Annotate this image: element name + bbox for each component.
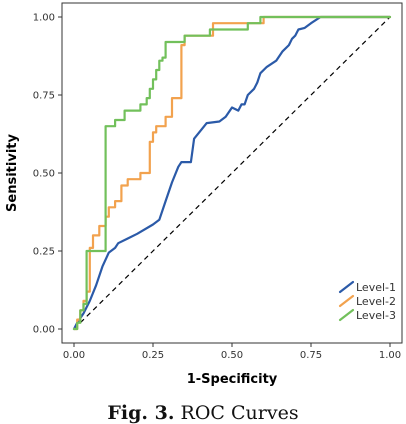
figure-caption: Fig. 3. ROC Curves [0, 402, 406, 424]
legend-key-level-1 [338, 280, 355, 294]
y-tick-label: 0.25 [33, 247, 55, 258]
roc-curves [72, 15, 392, 331]
y-tick-label: 1.00 [33, 13, 55, 24]
plot-background [62, 3, 402, 343]
legend-label-level-1: Level-1 [356, 281, 396, 294]
legend-label-level-2: Level-2 [356, 295, 396, 308]
reference-diagonal [73, 16, 391, 330]
legend-key-level-3 [338, 308, 355, 322]
y-axis-ticks: 0.00 0.25 0.50 0.75 1.00 [33, 13, 62, 336]
roc-curve-level-3 [72, 15, 392, 331]
y-tick-label: 0.00 [33, 325, 55, 336]
caption-text: ROC Curves [180, 402, 299, 424]
caption-label: Fig. 3. [107, 402, 175, 424]
x-tick-label: 0.75 [300, 350, 322, 361]
legend-label-level-3: Level-3 [356, 309, 396, 322]
x-axis-ticks: 0.00 0.25 0.50 0.75 1.00 [63, 343, 401, 361]
x-tick-label: 0.25 [142, 350, 164, 361]
y-tick-label: 0.75 [33, 91, 55, 102]
legend-key-level-2 [338, 294, 355, 308]
chance-line [73, 16, 391, 330]
x-tick-label: 1.00 [379, 350, 401, 361]
y-tick-label: 0.50 [33, 169, 55, 180]
x-tick-label: 0.50 [221, 350, 243, 361]
x-axis-title: 1-Specificity [187, 372, 278, 387]
roc-curve-level-1 [72, 15, 392, 331]
roc-chart: 0.00 0.25 0.50 0.75 1.00 0.00 0.25 0.50 0.75 1.0… [5, 2, 403, 387]
x-tick-label: 0.00 [63, 350, 85, 361]
y-axis-title: Sensitivity [5, 134, 20, 212]
